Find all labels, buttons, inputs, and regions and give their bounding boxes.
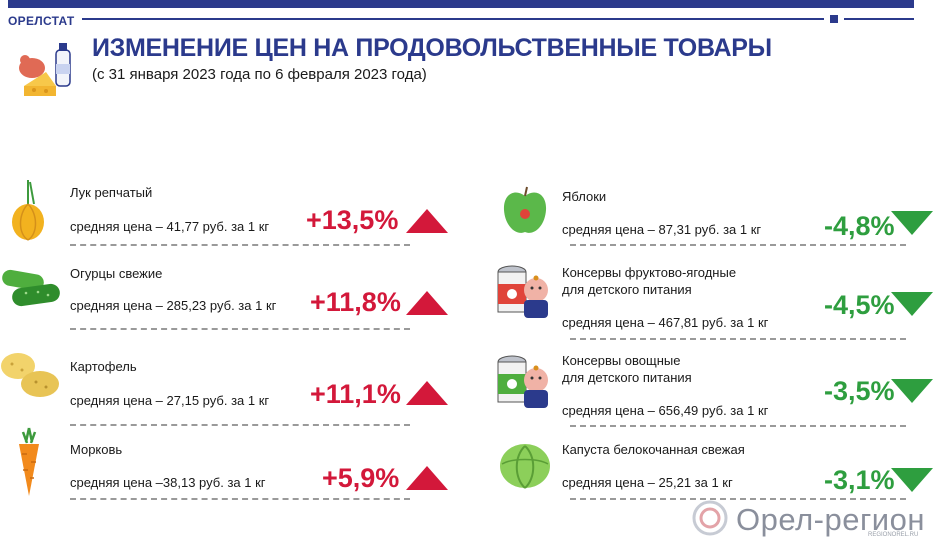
item-name: Морковь bbox=[70, 442, 123, 457]
item-name: Лук репчатый bbox=[70, 185, 153, 200]
header-square bbox=[830, 15, 838, 23]
carrot-icon bbox=[19, 427, 39, 496]
top-bar bbox=[8, 0, 914, 8]
item-price: средняя цена – 285,23 руб. за 1 кг bbox=[70, 298, 277, 313]
item-price: средняя цена – 25,21 за 1 кг bbox=[562, 475, 733, 490]
groceries-icon bbox=[19, 43, 71, 96]
item-name: Картофель bbox=[70, 359, 137, 374]
watermark-text: Орел-регион bbox=[736, 502, 925, 537]
price-change: -3,1% bbox=[824, 465, 895, 495]
price-change: -4,5% bbox=[824, 290, 895, 320]
divider bbox=[570, 338, 906, 340]
header-rule-short bbox=[844, 18, 914, 20]
divider bbox=[70, 328, 410, 330]
page-subtitle: (с 31 января 2023 года по 6 февраля 2023… bbox=[92, 66, 427, 83]
price-change: +11,8% bbox=[310, 287, 401, 317]
triangle-up-icon bbox=[406, 291, 448, 315]
divider bbox=[570, 244, 906, 246]
cucumber-icon bbox=[2, 269, 60, 307]
item-price: средняя цена – 87,31 руб. за 1 кг bbox=[562, 222, 762, 237]
item-name: Капуста белокочанная свежая bbox=[562, 442, 745, 457]
price-change: +13,5% bbox=[306, 205, 399, 235]
price-change: +5,9% bbox=[322, 463, 400, 493]
triangle-down-icon bbox=[891, 211, 933, 235]
item-name: Огурцы свежие bbox=[70, 266, 163, 281]
watermark-logo-icon bbox=[692, 500, 728, 536]
triangle-up-icon bbox=[406, 466, 448, 490]
watermark-sub: REGIONOREL.RU bbox=[868, 532, 919, 538]
price-change: -3,5% bbox=[824, 376, 895, 406]
cabbage-icon bbox=[500, 444, 550, 489]
header-rule bbox=[82, 18, 824, 20]
triangle-up-icon bbox=[406, 209, 448, 233]
item-name: Консервы овощные bbox=[562, 353, 681, 368]
baby-food-can-icon bbox=[497, 265, 548, 318]
price-change: -4,8% bbox=[824, 211, 895, 241]
triangle-down-icon bbox=[891, 468, 933, 492]
triangle-down-icon bbox=[891, 379, 933, 403]
item-price: средняя цена – 41,77 руб. за 1 кг bbox=[70, 219, 270, 234]
brand-label: ОРЕЛСТАТ bbox=[8, 14, 75, 28]
item-price: средняя цена –38,13 руб. за 1 кг bbox=[70, 475, 266, 490]
item-price: средняя цена – 467,81 руб. за 1 кг bbox=[562, 315, 769, 330]
divider bbox=[570, 425, 906, 427]
divider bbox=[70, 424, 410, 426]
baby-food-can-icon bbox=[497, 355, 548, 408]
triangle-up-icon bbox=[406, 381, 448, 405]
item-name: Яблоки bbox=[562, 189, 607, 204]
divider bbox=[70, 498, 410, 500]
apple-icon bbox=[503, 186, 547, 233]
item-price: средняя цена – 656,49 руб. за 1 кг bbox=[562, 403, 769, 418]
item-name: Консервы фруктово-ягодные bbox=[562, 265, 737, 280]
onion-icon bbox=[12, 180, 44, 241]
triangle-down-icon bbox=[891, 292, 933, 316]
price-change: +11,1% bbox=[310, 379, 401, 409]
item-name-line2: для детского питания bbox=[562, 282, 692, 297]
divider bbox=[70, 244, 410, 246]
item-price: средняя цена – 27,15 руб. за 1 кг bbox=[70, 393, 270, 408]
page-title: ИЗМЕНЕНИЕ ЦЕН НА ПРОДОВОЛЬСТВЕННЫЕ ТОВАР… bbox=[92, 34, 772, 62]
item-name-line2: для детского питания bbox=[562, 370, 692, 385]
potato-icon bbox=[1, 353, 59, 397]
divider bbox=[570, 498, 906, 500]
